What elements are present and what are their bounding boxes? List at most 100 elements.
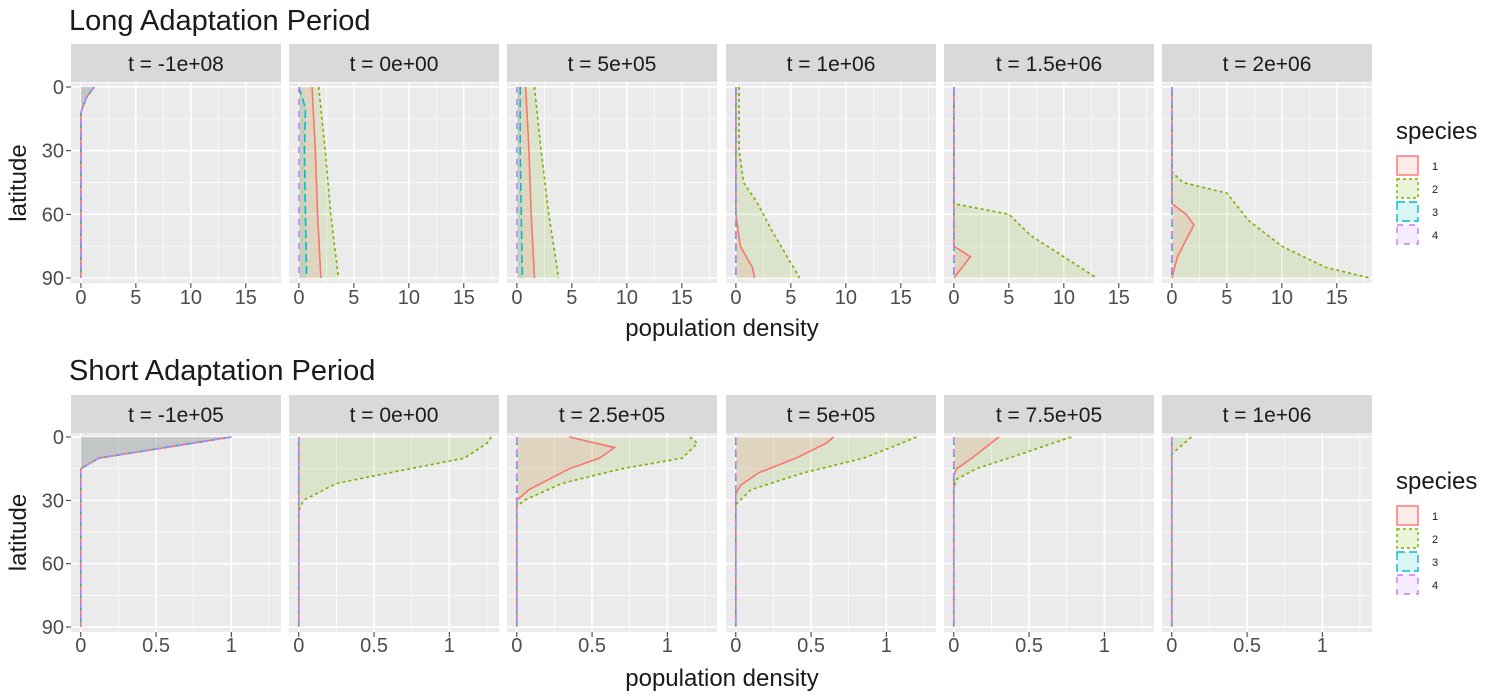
x-tick-label: 10 [180,287,202,309]
species-1-area [735,437,834,628]
legend-label: 3 [1432,207,1438,219]
legend: species 1 2 3 4 [1396,118,1477,245]
legend-key-species-2 [1396,528,1419,549]
x-tick-label: 0 [730,287,741,309]
species-2-area [80,437,232,628]
facet-panel: t = -1e+08 0 5 10 15 [71,44,281,309]
x-tick-label: 0 [948,635,959,657]
species-2-line [533,86,560,279]
facet-strip [1162,395,1372,433]
x-tick-label: 0 [75,635,86,657]
facet-strip [1162,44,1372,82]
y-tick-label: 60 [42,554,64,576]
species-2-area [516,87,559,278]
species-2-area [298,437,492,628]
facet-strip [944,44,1154,82]
panel-background [944,433,1154,632]
legend-key-species-2 [1396,178,1419,199]
facet-strip [944,395,1154,433]
x-tick-label: 0 [293,635,304,657]
species-1-area [735,87,755,278]
x-tick-label: 1 [881,635,892,657]
x-axis-label: population density [625,665,818,692]
facet-strip-label: t = -1e+05 [128,404,224,427]
x-tick-label: 15 [890,287,912,309]
x-tick-label: 0.5 [1233,635,1261,657]
y-axis-label: latitude [5,494,32,571]
y-tick-label: 0 [53,427,64,449]
facet-panel: t = -1e+05 0 0.5 1 [71,395,281,657]
facet-panel: t = 7.5e+05 0 0.5 1 [944,395,1154,657]
chart-title: Long Adaptation Period [69,5,371,37]
species-3-line [519,87,524,279]
panel-background [71,83,281,283]
legend-key-species-4 [1396,574,1419,595]
facet-strip-label: t = 0e+00 [350,404,439,427]
species-1-area [516,87,535,278]
species-2-area [516,437,698,628]
facet-panel: t = 5e+05 0 5 10 15 [507,44,717,309]
x-tick-label: 0.5 [360,635,388,657]
species-1-line [734,436,835,628]
chart-title: Short Adaptation Period [69,355,375,387]
legend: species 1 2 3 4 [1396,468,1477,595]
species-2-area [1171,87,1370,278]
species-2-area [953,87,1097,278]
facet-strip [726,44,936,82]
species-4-line [80,86,95,278]
x-tick-label: 15 [453,287,475,309]
species-1-area [80,437,232,628]
legend-label: 1 [1432,161,1438,173]
x-tick-label: 15 [1326,287,1348,309]
facet-strip-label: t = 2e+06 [1223,53,1312,76]
x-tick-label: 5 [566,287,577,309]
facet-strip-label: t = 1e+06 [787,53,876,76]
facet-strip-label: t = 7.5e+05 [996,404,1102,427]
facet-strip-label: t = 0e+00 [350,53,439,76]
species-3-area [516,87,523,278]
species-2-area [953,437,1072,628]
x-tick-label: 0 [511,635,522,657]
x-tick-label: 1 [662,635,673,657]
facet-strip-label: t = 1.5e+06 [996,53,1102,76]
species-4-area [80,437,232,628]
species-1-line [524,86,536,279]
facet-strip-label: t = -1e+08 [128,53,224,76]
facet-strip-label: t = 2.5e+05 [559,404,665,427]
legend-title: species [1396,468,1477,495]
x-tick-label: 10 [616,287,638,309]
legend-key-species-1 [1396,505,1419,526]
x-tick-label: 0.5 [142,635,170,657]
species-3-line [298,86,308,279]
x-tick-label: 0 [948,287,959,309]
y-tick-label: 90 [42,268,64,290]
species-2-line [515,436,699,628]
species-2-line [1171,87,1370,279]
panel-background [1162,433,1372,632]
facet-strip [507,395,717,433]
facet-panel: t = 0e+00 0 5 10 15 [289,44,499,309]
panel-background [507,433,717,632]
species-2-area [735,87,800,278]
species-3-area [80,87,95,278]
legend-key-species-3 [1396,201,1419,222]
legend-label: 4 [1432,580,1438,592]
facet-panel: t = 2e+06 0 5 10 15 [1162,44,1372,309]
species-2-line [952,436,1072,628]
x-tick-label: 5 [785,287,796,309]
y-tick-label: 30 [42,141,64,163]
x-tick-label: 1 [1099,635,1110,657]
x-tick-label: 10 [1053,287,1075,309]
legend-label: 2 [1432,534,1438,546]
facet-strip [289,44,499,82]
panel-background [289,433,499,632]
facet-strip [289,395,499,433]
species-2-area [80,87,95,278]
facet-panel: t = 2.5e+05 0 0.5 1 [507,395,717,657]
x-axis-label: population density [625,315,818,342]
chart-block-2: Short Adaptation Period latitude populatio… [5,355,1477,692]
panel-background [71,433,281,632]
x-tick-label: 0 [293,287,304,309]
chart-block-1: Long Adaptation Period latitude population… [5,5,1477,342]
